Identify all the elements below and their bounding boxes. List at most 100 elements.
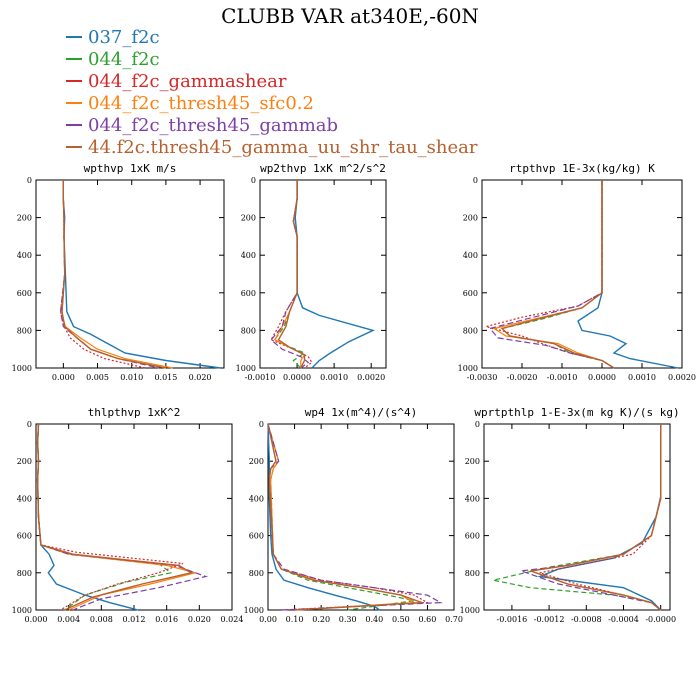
legend-swatch-5	[66, 146, 82, 148]
x-tick-label: -0.0030	[467, 373, 498, 382]
panel-frame	[35, 423, 233, 611]
series-line-2	[483, 180, 615, 369]
y-tick-label: 800	[465, 569, 480, 578]
x-tick-label: -0.0010	[245, 373, 276, 382]
y-tick-label: 600	[17, 532, 32, 541]
y-tick-label: 200	[463, 214, 478, 223]
x-tick-label: 0.024	[221, 615, 244, 624]
series-line-0	[577, 180, 679, 369]
x-tick-label: -0.0000	[645, 615, 676, 624]
y-tick-label: 200	[465, 457, 480, 466]
x-tick-label: -0.0008	[571, 615, 602, 624]
series-line-3	[36, 423, 196, 611]
x-tick-label: -0.0016	[497, 615, 528, 624]
y-tick-label: 0	[475, 420, 480, 429]
series-line-4	[36, 423, 209, 611]
x-tick-label: 0.000	[52, 373, 75, 382]
series-line-5	[267, 423, 423, 611]
panel-title: wp2thvp 1xK m^2/s^2	[260, 162, 386, 175]
y-tick-label: 600	[463, 289, 478, 298]
series-line-0	[294, 180, 376, 369]
y-tick-label: 400	[465, 494, 480, 503]
y-tick-label: 1000	[244, 606, 264, 615]
x-tick-label: 0.0010	[320, 373, 348, 382]
legend-item: 044_f2c_thresh45_sfc0.2	[66, 92, 477, 114]
legend-label-0: 037_f2c	[88, 26, 160, 48]
x-tick-label: 0.40	[365, 615, 383, 624]
y-tick-label: 600	[17, 289, 32, 298]
series-line-0	[62, 180, 221, 369]
y-tick-label: 0	[27, 176, 32, 185]
legend-label-1: 044_f2c	[88, 48, 160, 70]
x-tick-label: 0.020	[189, 373, 212, 382]
series-line-5	[500, 180, 615, 369]
x-tick-label: 0.016	[155, 615, 178, 624]
series-line-1	[500, 180, 615, 369]
x-tick-label: 0.0000	[588, 373, 616, 382]
y-tick-label: 200	[241, 214, 256, 223]
x-tick-label: 0.0000	[283, 373, 311, 382]
y-tick-label: 800	[241, 326, 256, 335]
series-line-4	[59, 180, 160, 369]
legend-label-2: 044_f2c_gammashear	[88, 70, 287, 92]
series-line-4	[488, 180, 615, 369]
y-tick-label: 1000	[12, 606, 32, 615]
series-line-2	[36, 423, 184, 611]
panel-frame	[483, 423, 671, 611]
x-tick-label: 0.0020	[668, 373, 696, 382]
x-tick-label: 0.015	[154, 373, 177, 382]
legend-label-3: 044_f2c_thresh45_sfc0.2	[88, 92, 314, 114]
series-line-1	[61, 180, 167, 369]
x-tick-label: 0.00	[259, 615, 277, 624]
legend-swatch-1	[66, 58, 82, 60]
legend-label-5: 44.f2c.thresh45_gamma_uu_shr_tau_shear	[88, 136, 478, 158]
x-tick-label: 0.020	[188, 615, 211, 624]
x-tick-label: -0.0010	[547, 373, 578, 382]
figure-title: CLUBB VAR at340E,-60N	[221, 4, 479, 28]
y-tick-label: 800	[17, 569, 32, 578]
x-tick-label: -0.0004	[608, 615, 639, 624]
panel-title: wp4 1x(m^4)/(s^4)	[305, 406, 418, 419]
x-tick-label: 0.012	[123, 615, 146, 624]
panel-0: wpthvp 1xK m/s 0 200 400 600 800 1000 0.000 0.00…	[12, 162, 225, 382]
series-line-5	[530, 424, 662, 611]
series-line-4	[521, 424, 662, 611]
legend-item: 037_f2c	[66, 26, 477, 48]
legend-swatch-4	[66, 124, 82, 126]
series-line-5	[277, 180, 306, 369]
series-line-5	[61, 180, 167, 369]
y-tick-label: 600	[465, 532, 480, 541]
panel-frame	[35, 179, 225, 369]
panel-frame	[259, 179, 387, 369]
panel-title: wpthvp 1xK m/s	[84, 162, 177, 175]
y-tick-label: 400	[249, 494, 264, 503]
panel-title: wprtpthlp 1-E-3x(m kg K)/(s kg)	[474, 406, 679, 419]
y-tick-label: 200	[17, 214, 32, 223]
y-tick-label: 200	[249, 457, 264, 466]
x-tick-label: -0.0020	[507, 373, 538, 382]
panel-5: wprtpthlp 1-E-3x(m kg K)/(s kg)0 200 400 60…	[460, 406, 680, 624]
panel-1: wp2thvp 1xK m^2/s^2 0 200 400 600 800 1000-0.0…	[236, 162, 387, 382]
panel-title: rtpthvp 1E-3x(kg/kg) K	[509, 162, 655, 175]
x-tick-label: 0.50	[392, 615, 410, 624]
y-tick-label: 800	[463, 326, 478, 335]
series-line-4	[270, 180, 310, 369]
x-tick-label: 0.010	[120, 373, 143, 382]
series-line-4	[267, 423, 443, 611]
x-tick-label: 0.20	[312, 615, 330, 624]
y-tick-label: 200	[17, 457, 32, 466]
legend-swatch-2	[66, 80, 82, 82]
series-line-0	[537, 424, 662, 611]
legend-item: 044_f2c_gammashear	[66, 70, 477, 92]
x-tick-label: 0.10	[286, 615, 304, 624]
y-tick-label: 400	[17, 494, 32, 503]
series-line-0	[36, 423, 139, 611]
panel-title: thlpthvp 1xK^2	[88, 406, 181, 419]
y-tick-label: 800	[17, 326, 32, 335]
x-tick-label: 0.005	[86, 373, 109, 382]
y-tick-label: 800	[249, 569, 264, 578]
y-tick-label: 0	[251, 176, 256, 185]
